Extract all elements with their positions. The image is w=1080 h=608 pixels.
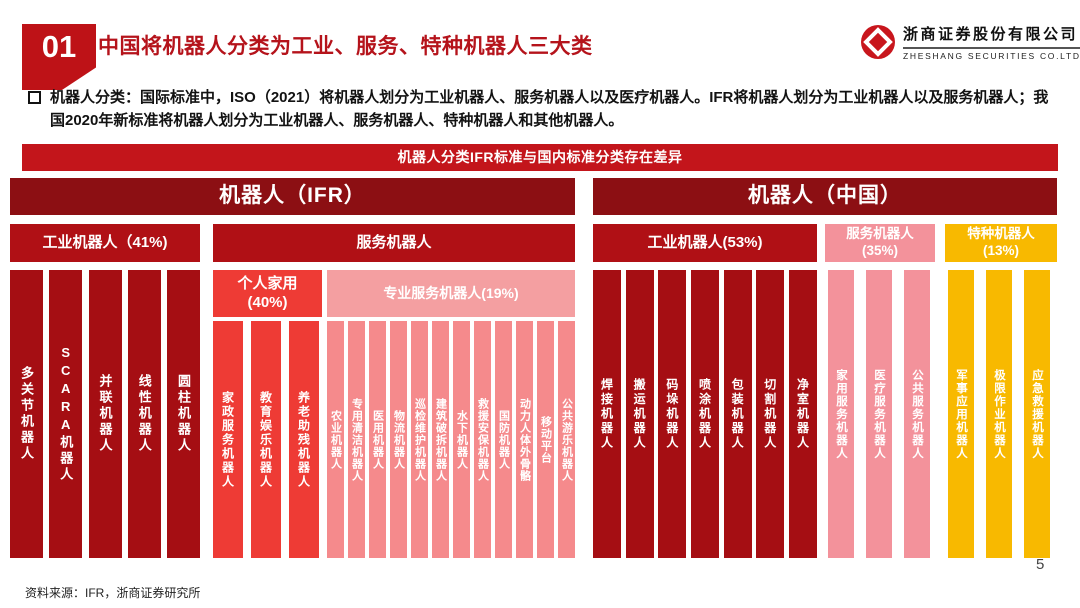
ifr-personal-header: 个人家用 (40%) xyxy=(213,270,322,317)
column-cutting-robot: 切割机器人 xyxy=(756,270,785,558)
ifr-professional-header: 专业服务机器人(19%) xyxy=(327,270,575,317)
company-name-block: 浙商证券股份有限公司 ZHESHANG SECURITIES CO.LTD xyxy=(903,23,1080,61)
zheshang-logo-icon xyxy=(860,24,896,60)
column-scara-robot: SCARA机器人 xyxy=(49,270,83,558)
page-title: 中国将机器人分类为工业、服务、特种机器人三大类 xyxy=(98,35,593,58)
source-note: 资料来源：IFR，浙商证券研究所 xyxy=(25,586,201,600)
ifr-service-header: 服务机器人 xyxy=(213,224,575,262)
column-linear-robot: 线性机器人 xyxy=(127,270,161,558)
column-emergency-rescue-robot: 应急救援机器人 xyxy=(1024,270,1050,558)
column-medical-service-robot: 医疗服务机器人 xyxy=(866,270,892,558)
section-number-badge: 01 xyxy=(22,24,96,90)
column-exoskeleton: 动力人体外骨骼 xyxy=(516,321,533,558)
column-inspection-robot: 巡检维护机器人 xyxy=(411,321,428,558)
column-spraying-robot: 喷涂机器人 xyxy=(690,270,719,558)
china-special-columns: 军事应用机器人 极限作业机器人 应急救援机器人 xyxy=(948,270,1050,558)
column-eldercare-robot: 养老助残机器人 xyxy=(289,321,319,558)
column-underwater-robot: 水下机器人 xyxy=(453,321,470,558)
ifr-root-header: 机器人（IFR） xyxy=(10,178,575,215)
column-cylindrical-robot: 圆柱机器人 xyxy=(167,270,200,558)
column-construction-robot: 建筑破拆机器人 xyxy=(432,321,449,558)
column-military-robot: 军事应用机器人 xyxy=(948,270,974,558)
column-packaging-robot: 包装机器人 xyxy=(723,270,752,558)
ifr-industrial-columns: 多关节机器人 SCARA机器人 并联机器人 线性机器人 圆柱机器人 xyxy=(10,270,200,558)
column-cleanroom-robot: 净室机器人 xyxy=(788,270,817,558)
square-bullet-icon xyxy=(28,91,41,104)
diagram-banner: 机器人分类IFR标准与国内标准分类存在差异 xyxy=(22,144,1058,171)
china-service-header: 服务机器人 (35%) xyxy=(825,224,935,262)
china-service-columns: 家用服务机器人 医疗服务机器人 公共服务机器人 xyxy=(828,270,930,558)
column-parallel-robot: 并联机器人 xyxy=(88,270,122,558)
column-handling-robot: 搬运机器人 xyxy=(625,270,654,558)
column-rescue-security-robot: 救援安保机器人 xyxy=(474,321,491,558)
column-home-service-robot: 家用服务机器人 xyxy=(828,270,854,558)
column-agriculture-robot: 农业机器人 xyxy=(327,321,344,558)
column-cleaning-robot: 专用清洁机器人 xyxy=(348,321,365,558)
section-number: 01 xyxy=(41,29,77,64)
page-number: 5 xyxy=(1036,556,1045,573)
column-multi-joint-robot: 多关节机器人 xyxy=(10,270,43,558)
column-edu-entertainment-robot: 教育娱乐机器人 xyxy=(251,321,281,558)
summary-text: 机器人分类：国际标准中，ISO（2021）将机器人划分为工业机器人、服务机器人以… xyxy=(50,89,1049,130)
column-housekeeping-robot: 家政服务机器人 xyxy=(213,321,243,558)
company-name-en: ZHESHANG SECURITIES CO.LTD xyxy=(903,51,1080,61)
ifr-personal-columns: 家政服务机器人 教育娱乐机器人 养老助残机器人 xyxy=(213,321,319,558)
china-industrial-header: 工业机器人(53%) xyxy=(593,224,817,262)
column-public-service-robot: 公共服务机器人 xyxy=(904,270,930,558)
company-logo: 浙商证券股份有限公司 ZHESHANG SECURITIES CO.LTD xyxy=(860,23,1080,61)
column-defense-robot: 国防机器人 xyxy=(495,321,512,558)
column-logistics-robot: 物流机器人 xyxy=(390,321,407,558)
china-special-header: 特种机器人 (13%) xyxy=(945,224,1057,262)
summary-paragraph: 机器人分类：国际标准中，ISO（2021）将机器人划分为工业机器人、服务机器人以… xyxy=(28,86,1058,133)
column-welding-robot: 焊接机器人 xyxy=(593,270,621,558)
column-extreme-operation-robot: 极限作业机器人 xyxy=(986,270,1012,558)
column-mobile-platform: 移动平台 xyxy=(537,321,554,558)
china-root-header: 机器人（中国） xyxy=(593,178,1057,215)
column-palletizing-robot: 码垛机器人 xyxy=(658,270,687,558)
column-medical-robot: 医用机器人 xyxy=(369,321,386,558)
china-industrial-columns: 焊接机器人 搬运机器人 码垛机器人 喷涂机器人 包装机器人 切割机器人 净室机器… xyxy=(593,270,817,558)
company-name-cn: 浙商证券股份有限公司 xyxy=(903,23,1080,49)
column-public-amusement-robot: 公共游乐机器人 xyxy=(558,321,575,558)
ifr-industrial-header: 工业机器人（41%) xyxy=(10,224,200,262)
ifr-professional-columns: 农业机器人 专用清洁机器人 医用机器人 物流机器人 巡检维护机器人 建筑破拆机器… xyxy=(327,321,575,558)
